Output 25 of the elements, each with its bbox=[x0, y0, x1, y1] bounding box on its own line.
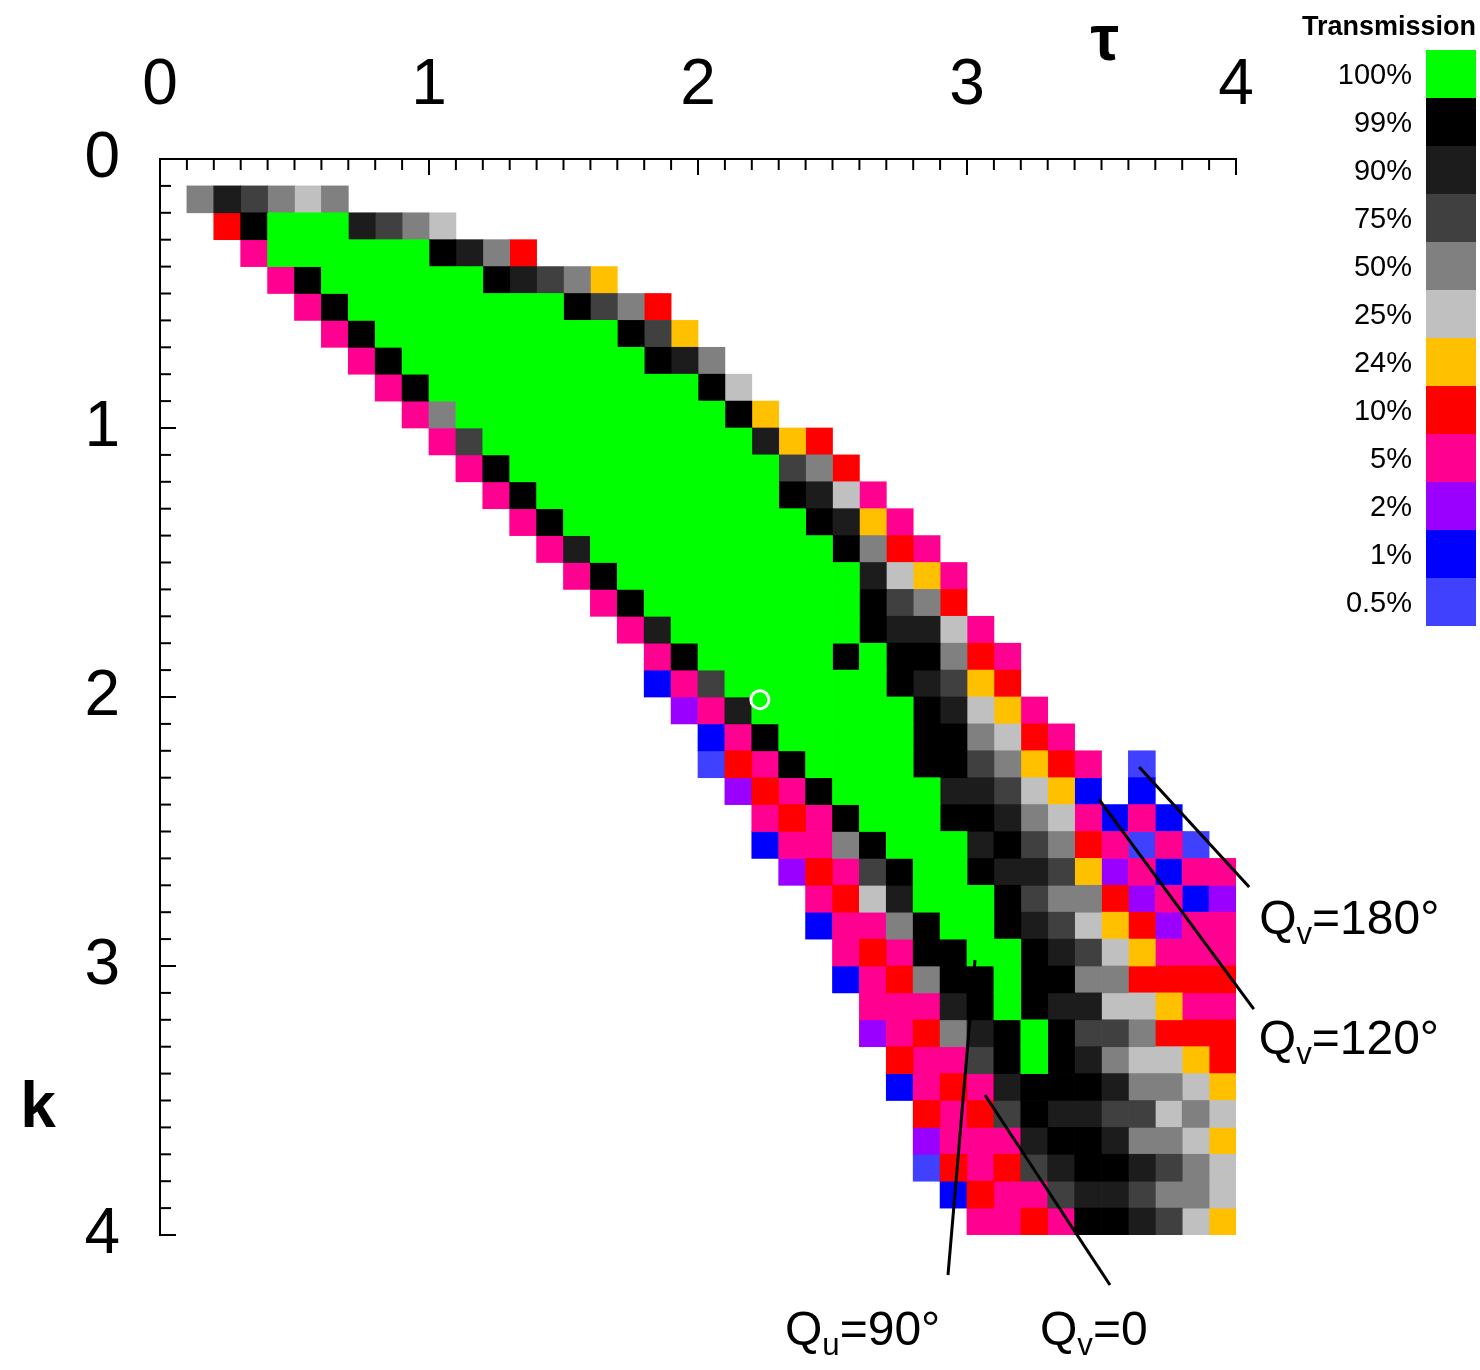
legend-label: 90% bbox=[1353, 153, 1412, 187]
y-tick-label: 1 bbox=[84, 387, 120, 460]
legend-label: 25% bbox=[1353, 297, 1412, 331]
legend-label: 50% bbox=[1353, 249, 1412, 283]
legend-label: 100% bbox=[1337, 57, 1412, 91]
legend-label: 75% bbox=[1353, 201, 1412, 235]
x-axis-title: τ bbox=[1090, 2, 1120, 74]
x-tick-label: 3 bbox=[949, 46, 985, 119]
x-tick-label: 4 bbox=[1218, 46, 1254, 119]
y-tick-label: 3 bbox=[84, 925, 120, 998]
legend-label: 24% bbox=[1353, 345, 1412, 379]
y-tick-label: 0 bbox=[84, 118, 120, 191]
legend-label: 2% bbox=[1370, 489, 1412, 523]
legend-label: 0.5% bbox=[1345, 585, 1412, 619]
legend-label: 99% bbox=[1353, 105, 1412, 139]
legend-label: 5% bbox=[1370, 441, 1412, 475]
x-tick-label: 0 bbox=[142, 46, 178, 119]
y-tick-label: 2 bbox=[84, 656, 120, 729]
x-tick-label: 2 bbox=[680, 46, 716, 119]
legend-title: Transmission bbox=[1300, 10, 1476, 43]
legend-label: 10% bbox=[1353, 393, 1412, 427]
legend-label: 1% bbox=[1370, 537, 1412, 571]
y-tick-label: 4 bbox=[84, 1194, 120, 1267]
y-axis-title: k bbox=[20, 1069, 57, 1142]
x-tick-label: 1 bbox=[411, 46, 447, 119]
